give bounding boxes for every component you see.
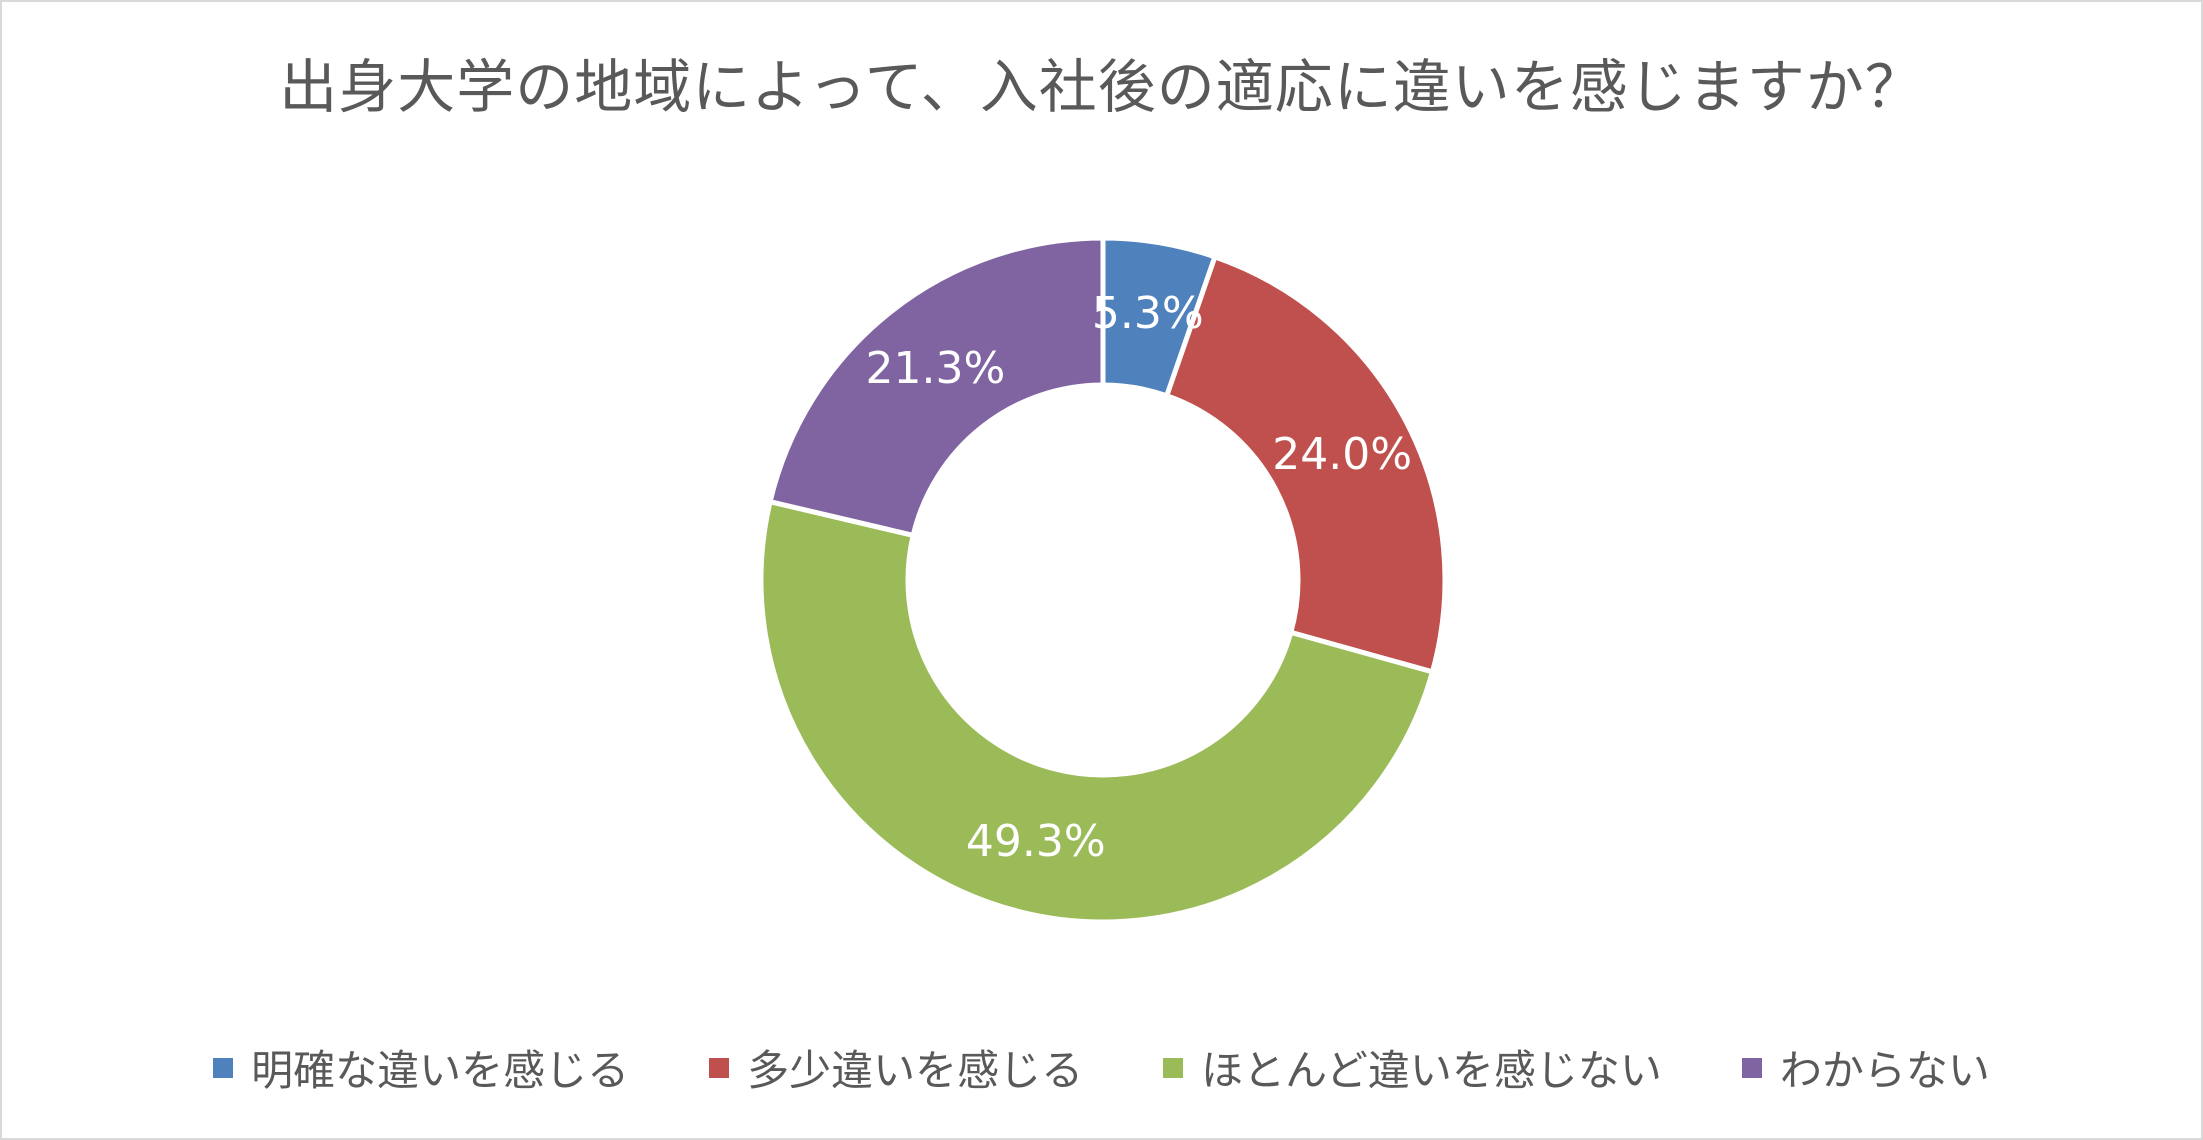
- legend-label: ほとんど違いを感じない: [1201, 1046, 1662, 1095]
- donut-slice-little-difference: [758, 498, 1436, 925]
- chart-legend: 明確な違いを感じる 多少違いを感じる ほとんど違いを感じない わからない: [2, 1037, 2201, 1098]
- donut-labels: 5.3% 24.0% 49.3% 21.3%: [865, 288, 1412, 867]
- legend-label: 多少違いを感じる: [747, 1046, 1084, 1095]
- donut-slices: [758, 235, 1448, 925]
- legend-item-clear-difference: 明確な違いを感じる: [213, 1037, 629, 1098]
- legend-item-little-difference: ほとんど違いを感じない: [1163, 1037, 1662, 1098]
- donut-slice-unknown: [767, 235, 1106, 539]
- legend-item-unknown: わからない: [1741, 1037, 1990, 1098]
- data-label-unknown: 21.3%: [865, 343, 1005, 394]
- chart-title: 出身大学の地域によって、入社後の適応に違いを感じますか？: [279, 53, 1924, 121]
- legend-label: 明確な違いを感じる: [251, 1046, 630, 1095]
- data-label-some-difference: 24.0%: [1272, 429, 1412, 480]
- donut-slice-some-difference: [1163, 253, 1448, 675]
- legend-item-some-difference: 多少違いを感じる: [709, 1037, 1083, 1098]
- data-label-little-difference: 49.3%: [966, 816, 1106, 867]
- legend-swatch: [213, 1057, 234, 1078]
- legend-swatch: [709, 1057, 730, 1078]
- legend-swatch: [1741, 1057, 1762, 1078]
- legend-label: わからない: [1779, 1046, 1990, 1095]
- data-label-clear-difference: 5.3%: [1092, 288, 1204, 339]
- legend-swatch: [1163, 1057, 1184, 1078]
